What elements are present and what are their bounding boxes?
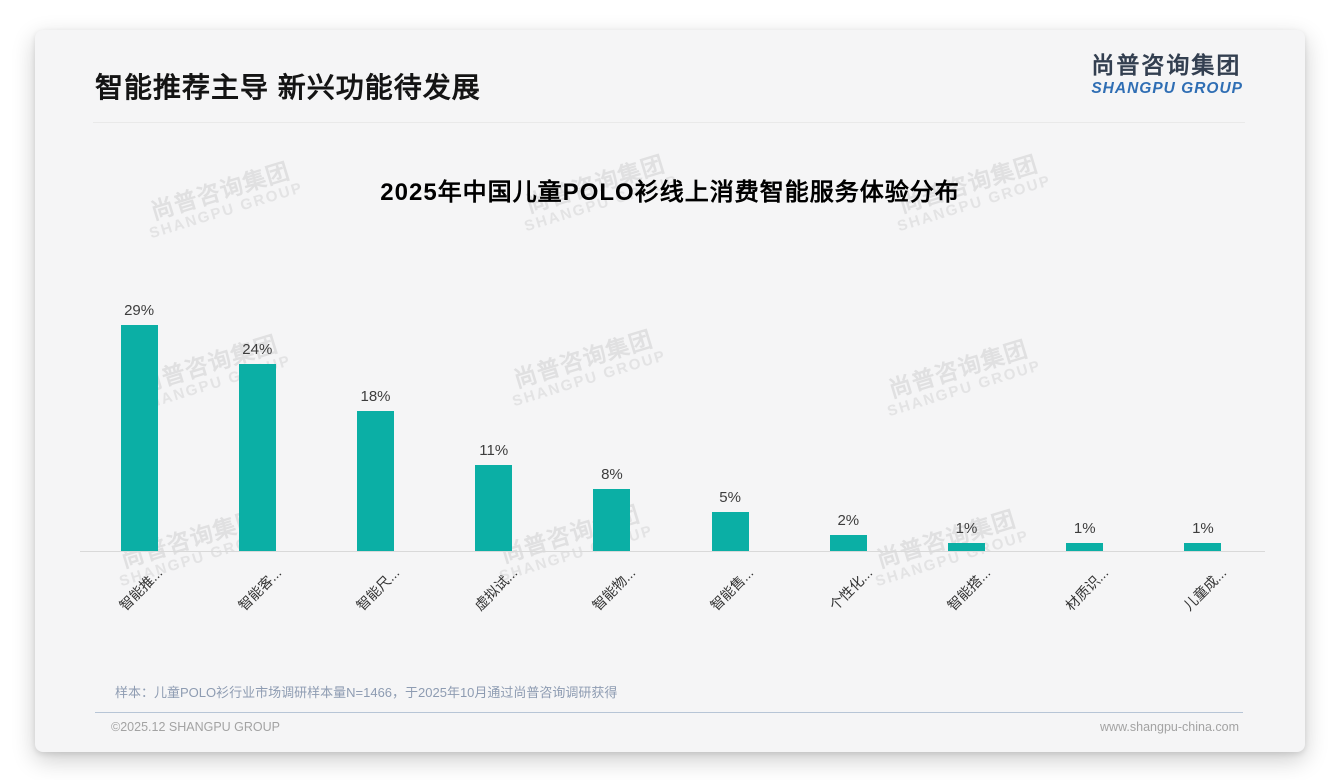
x-axis-label: 材质识... (1062, 564, 1112, 614)
bar-value-label: 2% (837, 512, 860, 529)
bar (1184, 543, 1222, 551)
logo-cn-text: 尚普咨询集团 (1091, 52, 1242, 78)
bar-slot: 8% 智能物... (553, 285, 671, 614)
bar (948, 543, 986, 551)
x-axis-label: 儿童成... (1180, 564, 1230, 614)
bar-slot: 2% 个性化... (789, 285, 907, 614)
x-axis-label: 虚拟试... (471, 564, 521, 614)
bar (238, 364, 276, 551)
logo-en-text: SHANGPU GROUP (1091, 79, 1243, 97)
x-axis-label: 智能物... (589, 564, 639, 614)
bar-slot: 24% 智能客... (198, 285, 316, 614)
page-title: 智能推荐主导 新兴功能待发展 (95, 72, 481, 103)
bar (357, 411, 394, 551)
header-divider (93, 122, 1245, 123)
x-axis-label: 智能推... (116, 564, 166, 614)
footer-divider (95, 712, 1243, 713)
sample-footnote: 样本：儿童POLO衫行业市场调研样本量N=1466，于2025年10月通过尚普咨… (115, 685, 618, 700)
bar (1066, 543, 1104, 551)
bar-value-label: 5% (719, 489, 741, 506)
bar-value-label: 1% (1073, 520, 1096, 537)
bar (120, 325, 158, 551)
website-text: www.shangpu-china.com (1100, 720, 1239, 734)
x-axis-line (80, 551, 1265, 552)
x-axis-label: 智能尺... (352, 564, 403, 614)
bar-value-label: 8% (601, 466, 623, 483)
bar-value-label: 1% (1192, 520, 1214, 537)
bar-plot: 29% 智能推... 24% 智能客... 18% 智能尺... 11% 虚拟试... 8% 智能… (80, 285, 1262, 614)
bar-slot: 5% 智能售... (671, 285, 789, 614)
bar-value-label: 29% (124, 302, 155, 319)
bar-slot: 11% 虚拟试... (435, 285, 553, 614)
bar-value-label: 18% (360, 388, 391, 405)
bar (711, 512, 749, 551)
bar (593, 489, 631, 551)
x-axis-label: 智能客... (234, 564, 285, 614)
chart-title: 2025年中国儿童POLO衫线上消费智能服务体验分布 (380, 179, 960, 206)
x-axis-label: 个性化... (825, 564, 876, 614)
bar-slot: 18% 智能尺... (316, 285, 434, 614)
copyright-text: ©2025.12 SHANGPU GROUP (111, 720, 280, 734)
bar-value-label: 24% (242, 341, 273, 358)
slide-card: 尚普咨询集团 SHANGPU GROUP 尚普咨询集团 SHANGPU GROUP 尚普… (35, 30, 1305, 752)
x-axis-label: 智能售... (707, 564, 757, 614)
bar-value-label: 1% (955, 520, 978, 537)
x-axis-label: 智能搭... (943, 564, 994, 614)
bar (829, 535, 867, 551)
bar-slot: 29% 智能推... (80, 285, 198, 614)
bar-slot: 1% 材质识... (1026, 285, 1144, 614)
bar-value-label: 11% (479, 442, 509, 459)
bar (475, 465, 513, 551)
company-logo: 尚普咨询集团 SHANGPU GROUP (1091, 52, 1243, 98)
bar-slot: 1% 智能搭... (907, 285, 1025, 614)
bar-slot: 1% 儿童成... (1144, 285, 1262, 614)
